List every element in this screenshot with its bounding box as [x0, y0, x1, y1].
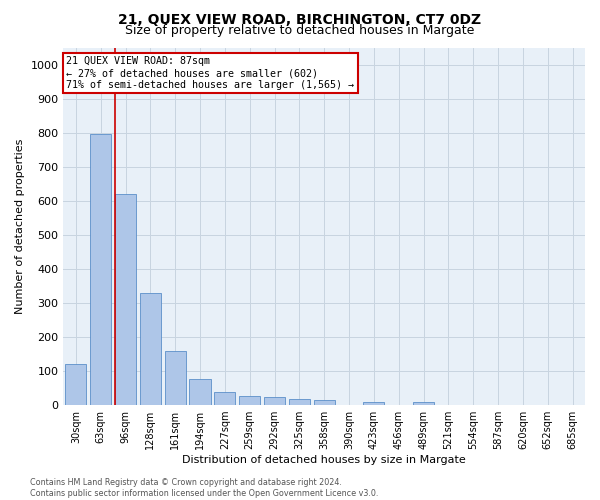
Text: 21, QUEX VIEW ROAD, BIRCHINGTON, CT7 0DZ: 21, QUEX VIEW ROAD, BIRCHINGTON, CT7 0DZ — [118, 12, 482, 26]
Y-axis label: Number of detached properties: Number of detached properties — [15, 138, 25, 314]
Bar — [164, 350, 186, 405]
Bar — [115, 194, 136, 405]
Bar — [314, 400, 335, 405]
Bar — [90, 134, 111, 405]
Bar — [214, 392, 235, 405]
Bar — [239, 396, 260, 405]
Bar — [413, 402, 434, 405]
Text: Contains HM Land Registry data © Crown copyright and database right 2024.
Contai: Contains HM Land Registry data © Crown c… — [30, 478, 379, 498]
Bar — [65, 364, 86, 405]
Text: 21 QUEX VIEW ROAD: 87sqm
← 27% of detached houses are smaller (602)
71% of semi-: 21 QUEX VIEW ROAD: 87sqm ← 27% of detach… — [66, 56, 354, 90]
Bar — [264, 396, 285, 405]
Bar — [289, 399, 310, 405]
Bar — [190, 378, 211, 405]
Bar — [140, 294, 161, 405]
Bar — [364, 402, 385, 405]
X-axis label: Distribution of detached houses by size in Margate: Distribution of detached houses by size … — [182, 455, 466, 465]
Text: Size of property relative to detached houses in Margate: Size of property relative to detached ho… — [125, 24, 475, 37]
